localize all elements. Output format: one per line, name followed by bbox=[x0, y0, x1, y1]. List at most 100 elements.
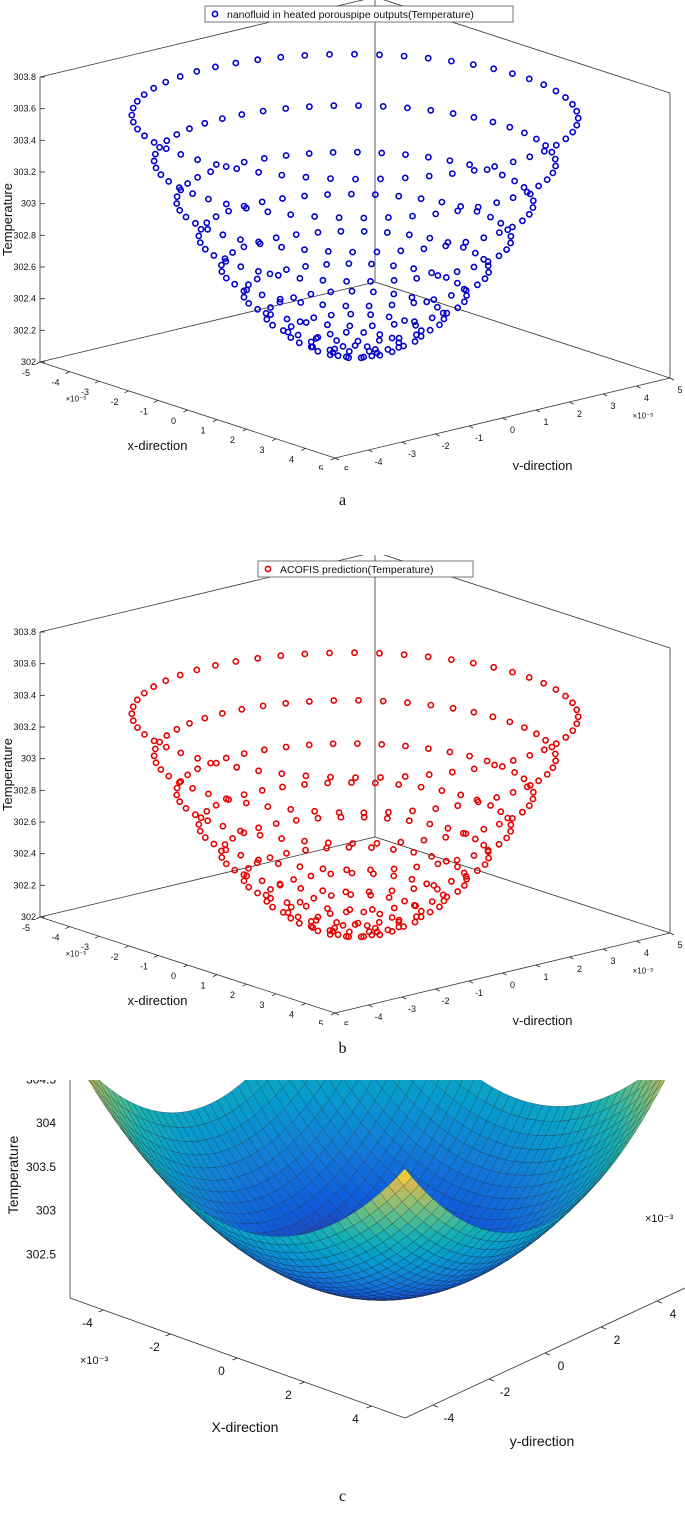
data-point bbox=[408, 875, 416, 883]
data-point bbox=[312, 916, 320, 924]
data-point bbox=[371, 779, 379, 787]
data-point bbox=[378, 740, 386, 748]
data-point bbox=[442, 242, 450, 250]
data-point bbox=[484, 846, 492, 854]
data-point bbox=[490, 65, 498, 73]
data-point bbox=[453, 268, 461, 276]
data-point bbox=[454, 304, 462, 312]
z-tick-label: 303 bbox=[21, 754, 36, 764]
z-tick-label: 302.8 bbox=[13, 230, 36, 240]
data-point bbox=[543, 770, 551, 778]
data-point bbox=[427, 106, 435, 114]
x-tick-label: 3 bbox=[259, 445, 264, 455]
data-point bbox=[436, 903, 443, 911]
data-point bbox=[162, 677, 170, 685]
data-point bbox=[426, 326, 434, 334]
data-point bbox=[447, 656, 455, 663]
data-point bbox=[287, 903, 295, 911]
data-point bbox=[509, 757, 517, 764]
data-point bbox=[347, 190, 355, 198]
data-point bbox=[184, 180, 191, 187]
x-tick-mark bbox=[65, 371, 70, 374]
data-point bbox=[551, 750, 559, 758]
data-point bbox=[330, 697, 338, 704]
data-point bbox=[173, 200, 181, 207]
data-point bbox=[162, 743, 170, 751]
data-point bbox=[240, 791, 248, 798]
data-point bbox=[256, 831, 264, 839]
data-point bbox=[354, 919, 362, 927]
data-point bbox=[519, 808, 526, 816]
data-point bbox=[454, 207, 462, 215]
data-point bbox=[460, 882, 468, 889]
data-point bbox=[333, 337, 340, 344]
data-point bbox=[480, 825, 488, 833]
data-point bbox=[498, 171, 506, 179]
data-point bbox=[232, 658, 240, 665]
y-tick-label: 0 bbox=[510, 980, 515, 990]
data-point bbox=[509, 223, 516, 231]
data-point bbox=[225, 207, 232, 215]
x-tick-mark bbox=[153, 400, 159, 403]
z-tick-label: 303.4 bbox=[13, 690, 36, 700]
data-point bbox=[436, 321, 443, 329]
data-point bbox=[212, 801, 220, 809]
data-point bbox=[151, 745, 159, 753]
z-axis-title: Temperature bbox=[0, 738, 15, 811]
y-tick-label: 4 bbox=[670, 1307, 677, 1321]
data-point bbox=[529, 788, 537, 796]
data-point bbox=[243, 286, 251, 294]
y-tick-label: -4 bbox=[374, 1012, 382, 1022]
data-point bbox=[327, 288, 335, 296]
x-tick-label: 2 bbox=[230, 435, 235, 445]
z-tick-label: 302.4 bbox=[13, 294, 36, 304]
surface-patch bbox=[410, 1080, 415, 1083]
data-point bbox=[410, 848, 418, 856]
data-point bbox=[379, 103, 387, 110]
data-point bbox=[548, 743, 556, 751]
data-point bbox=[267, 311, 274, 318]
data-point bbox=[453, 856, 461, 864]
y-tick-mark bbox=[502, 972, 507, 976]
data-point bbox=[367, 277, 374, 285]
data-point bbox=[283, 315, 291, 323]
data-point bbox=[240, 243, 248, 251]
data-point bbox=[400, 923, 407, 930]
data-point bbox=[549, 764, 557, 772]
data-point bbox=[376, 51, 383, 59]
data-point bbox=[140, 91, 148, 98]
data-point bbox=[428, 898, 436, 905]
panel-b-chart: 302302.2302.4302.6302.8303303.2303.4303.… bbox=[0, 555, 683, 1025]
data-point bbox=[365, 347, 373, 355]
y-tick-label: -2 bbox=[441, 996, 449, 1006]
x-tick-label: 2 bbox=[285, 1388, 292, 1402]
data-point bbox=[345, 347, 353, 355]
data-point bbox=[233, 165, 241, 173]
data-point bbox=[254, 654, 262, 662]
data-point bbox=[373, 248, 381, 256]
data-point bbox=[365, 928, 373, 936]
data-point bbox=[204, 790, 212, 798]
data-point bbox=[128, 710, 136, 718]
data-point bbox=[326, 330, 334, 338]
data-point bbox=[453, 279, 461, 287]
data-point bbox=[442, 857, 450, 865]
data-point bbox=[400, 52, 408, 60]
data-point bbox=[191, 811, 199, 819]
data-point bbox=[267, 304, 274, 311]
x-tick-label: -4 bbox=[82, 1316, 93, 1330]
data-point bbox=[294, 331, 302, 339]
data-point bbox=[254, 889, 261, 897]
data-point bbox=[296, 274, 304, 282]
data-point bbox=[182, 804, 190, 812]
data-point bbox=[489, 118, 497, 126]
data-point bbox=[319, 276, 327, 284]
data-point bbox=[411, 338, 419, 345]
data-point bbox=[177, 749, 185, 757]
data-point bbox=[535, 777, 542, 785]
data-point bbox=[327, 773, 334, 781]
data-point bbox=[384, 926, 392, 934]
data-point bbox=[369, 288, 377, 296]
data-point bbox=[327, 311, 335, 319]
data-point bbox=[473, 867, 481, 875]
